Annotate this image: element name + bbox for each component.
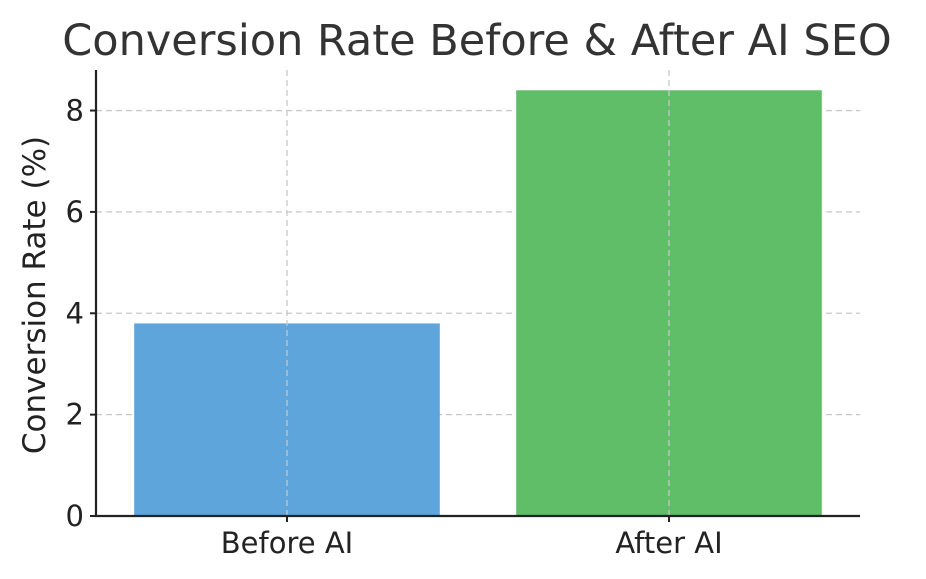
y-tick-label: 6 — [66, 195, 84, 229]
x-tick-label: Before AI — [221, 526, 353, 560]
x-tick-label: After AI — [615, 526, 722, 560]
grid-lines-overlay — [286, 70, 670, 516]
y-tick-label: 4 — [66, 296, 84, 330]
y-tick-label: 0 — [66, 499, 84, 533]
tick-labels: 0 2 4 6 8 Before AI After AI — [66, 94, 723, 560]
chart-title: Conversion Rate Before & After AI SEO — [62, 16, 891, 66]
y-tick-label: 8 — [66, 94, 84, 128]
y-axis-label: Conversion Rate (%) — [17, 136, 53, 454]
y-tick-label: 2 — [66, 398, 84, 432]
grid-lines — [96, 109, 860, 416]
axes — [90, 70, 860, 522]
bars — [134, 90, 822, 516]
